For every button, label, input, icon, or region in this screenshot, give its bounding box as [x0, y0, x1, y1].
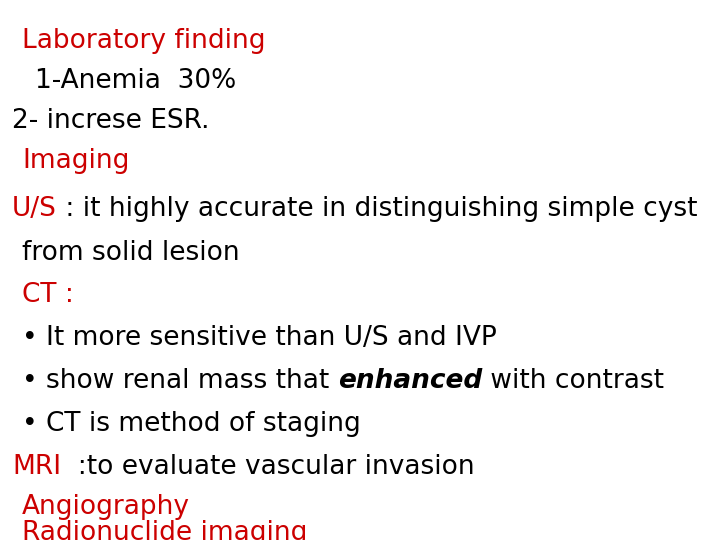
Text: from solid lesion: from solid lesion [22, 240, 240, 266]
Text: 1-Anemia  30%: 1-Anemia 30% [35, 68, 236, 94]
Text: :to evaluate vascular invasion: :to evaluate vascular invasion [61, 454, 474, 480]
Text: Radionuclide imaging: Radionuclide imaging [22, 520, 307, 540]
Text: with contrast: with contrast [482, 368, 664, 394]
Text: U/S: U/S [12, 196, 57, 222]
Text: Angiography: Angiography [22, 494, 190, 520]
Text: : it highly accurate in distinguishing simple cyst: : it highly accurate in distinguishing s… [57, 196, 698, 222]
Text: MRI: MRI [12, 454, 61, 480]
Text: 2- increse ESR.: 2- increse ESR. [12, 108, 210, 134]
Text: CT :: CT : [22, 282, 74, 308]
Text: Laboratory finding: Laboratory finding [22, 28, 266, 54]
Text: • show renal mass that: • show renal mass that [22, 368, 338, 394]
Text: • It more sensitive than U/S and IVP: • It more sensitive than U/S and IVP [22, 325, 497, 351]
Text: Imaging: Imaging [22, 148, 130, 174]
Text: enhanced: enhanced [338, 368, 482, 394]
Text: • CT is method of staging: • CT is method of staging [22, 411, 361, 437]
